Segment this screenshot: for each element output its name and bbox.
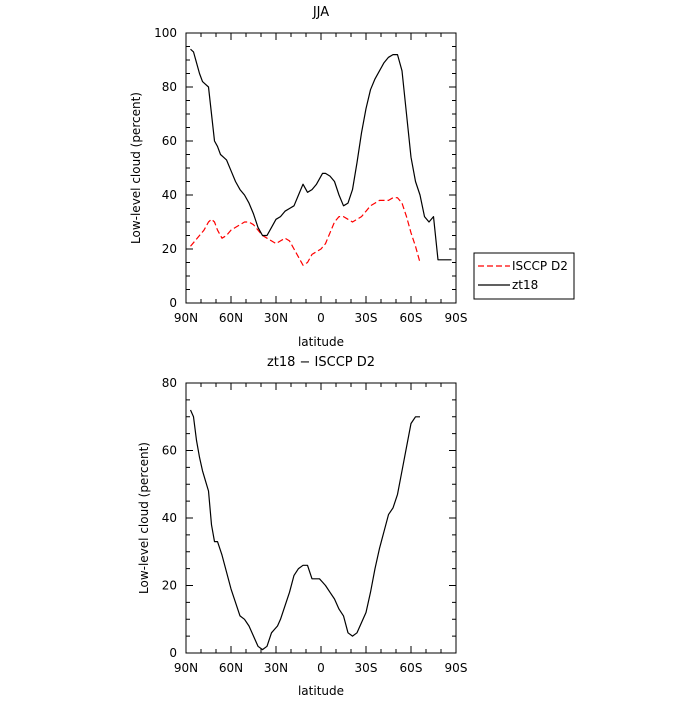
chart-title: JJA bbox=[312, 5, 329, 20]
legend-label: zt18 bbox=[512, 278, 538, 292]
y-tick-label: 20 bbox=[162, 579, 177, 593]
x-tick-label: 30S bbox=[355, 311, 378, 325]
x-tick-label: 0 bbox=[317, 661, 325, 675]
chart-panel-2: zt18 − ISCCP D2 90N 60N 30N 0 30S 60S 90S 0 20 40 6… bbox=[137, 355, 467, 698]
plot-frame bbox=[185, 382, 457, 654]
x-tick-label: 60N bbox=[219, 311, 243, 325]
y-tick-label: 100 bbox=[154, 26, 177, 40]
plot-frame bbox=[185, 32, 457, 304]
y-tick-label: 0 bbox=[169, 296, 177, 310]
y-tick-label: 20 bbox=[162, 242, 177, 256]
legend: ISCCP D2 zt18 bbox=[473, 252, 575, 300]
x-axis-label: latitude bbox=[298, 335, 344, 349]
chart-panel-1: JJA 90N 60N 30N 0 30S 60S 90S 0 20 40 60 80 100 latitu… bbox=[129, 5, 575, 349]
chart-title: zt18 − ISCCP D2 bbox=[267, 355, 375, 370]
y-tick-label: 80 bbox=[162, 80, 177, 94]
y-tick-label: 80 bbox=[162, 376, 177, 390]
x-tick-label: 90S bbox=[445, 661, 468, 675]
x-tick-label: 90N bbox=[174, 661, 198, 675]
y-tick-label: 0 bbox=[169, 646, 177, 660]
x-tick-label: 0 bbox=[317, 311, 325, 325]
y-axis-label: Low-level cloud (percent) bbox=[137, 442, 151, 594]
x-tick-label: 30N bbox=[264, 311, 288, 325]
y-axis-label: Low-level cloud (percent) bbox=[129, 92, 143, 244]
x-tick-label: 30S bbox=[355, 661, 378, 675]
x-tick-label: 60N bbox=[219, 661, 243, 675]
legend-box bbox=[473, 252, 575, 300]
series-line-series-1 bbox=[189, 409, 420, 651]
x-tick-label: 90N bbox=[174, 311, 198, 325]
x-tick-label: 60S bbox=[400, 661, 423, 675]
series-line-zt18 bbox=[190, 48, 452, 261]
y-tick-label: 40 bbox=[162, 188, 177, 202]
y-tick-label: 40 bbox=[162, 511, 177, 525]
x-axis-label: latitude bbox=[298, 684, 344, 698]
y-tick-label: 60 bbox=[162, 444, 177, 458]
legend-label: ISCCP D2 bbox=[512, 259, 568, 273]
series-line-isccp-d2 bbox=[190, 197, 421, 266]
y-tick-label: 60 bbox=[162, 134, 177, 148]
x-tick-label: 30N bbox=[264, 661, 288, 675]
x-tick-label: 60S bbox=[400, 311, 423, 325]
x-tick-label: 90S bbox=[445, 311, 468, 325]
